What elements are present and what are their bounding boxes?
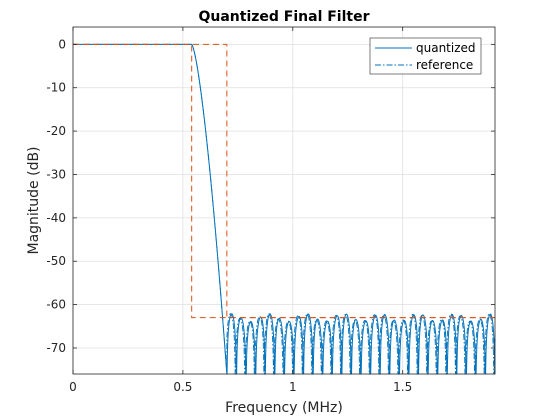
y-tick-label: -30	[46, 167, 66, 181]
y-tick-label: -50	[46, 254, 66, 268]
mask-line-lower	[73, 43, 495, 319]
y-tick-label: -70	[46, 341, 66, 355]
legend-entry-quantized: quantized	[416, 41, 476, 55]
legend-entry-reference: reference	[416, 58, 473, 72]
axes-box	[72, 26, 496, 375]
x-tick-label: 1	[289, 380, 297, 394]
legend-box	[369, 37, 482, 75]
y-axis-label: Magnitude (dB)	[26, 146, 42, 254]
tick-marks: 0 0.5 1 1.5 0 -10 -20 -30 -40 -50 -60 -70	[46, 27, 495, 394]
x-tick-label: 0.5	[173, 380, 192, 394]
legend: quantized reference	[369, 37, 482, 75]
x-tick-label: 0	[69, 380, 77, 394]
y-tick-label: -60	[46, 298, 66, 312]
x-tick-label: 1.5	[393, 380, 412, 394]
chart-title: Quantized Final Filter	[198, 9, 369, 25]
grid-lines	[72, 27, 495, 374]
x-axis-label: Frequency (MHz)	[225, 400, 343, 416]
series-line-reference	[73, 43, 496, 375]
series-line-quantized	[73, 43, 496, 375]
y-tick-label: -20	[46, 124, 66, 138]
y-tick-label: 0	[58, 37, 66, 51]
y-tick-label: -10	[46, 81, 66, 95]
mask-line-upper	[73, 43, 495, 319]
data-layer	[73, 43, 496, 375]
y-tick-label: -40	[46, 211, 66, 225]
